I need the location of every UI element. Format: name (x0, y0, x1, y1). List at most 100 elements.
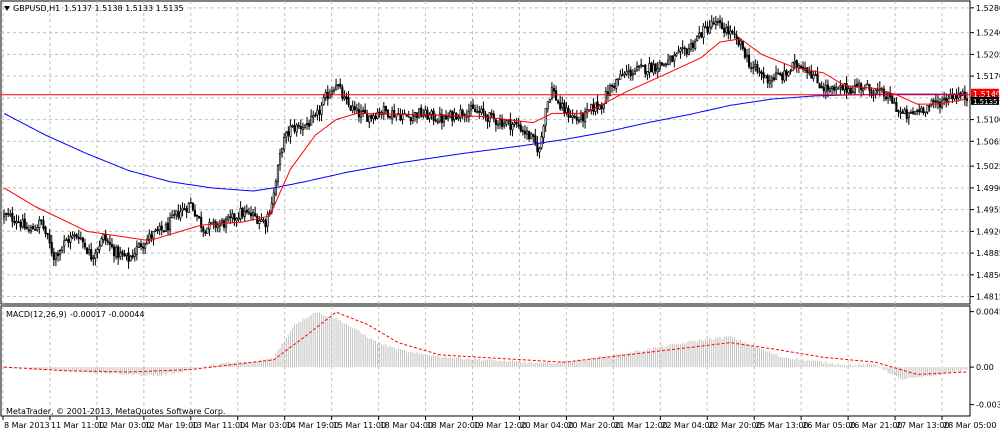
candle-body (299, 126, 302, 130)
x-tick-label: 11 Mar 11:00 (51, 421, 104, 430)
candle-body (662, 63, 666, 66)
candle-body (843, 83, 846, 90)
candle-body (480, 108, 483, 113)
x-tick-label: 15 Mar 11:00 (333, 421, 386, 430)
candle-body (48, 234, 51, 244)
candle-body (471, 104, 475, 109)
candle-body (168, 217, 172, 230)
candle-body (131, 255, 134, 258)
candle-body (102, 234, 105, 241)
candle-body (34, 229, 37, 231)
candle-body (955, 94, 958, 100)
candle-body (835, 86, 838, 91)
candle-body (515, 121, 518, 125)
candle-body (772, 77, 776, 80)
candle-body (382, 106, 385, 114)
candle-body (928, 105, 931, 108)
candle-body (233, 213, 236, 221)
horizontal-level-label: 1.5140 (973, 90, 1000, 99)
candle-body (752, 66, 755, 69)
candle-body (339, 83, 342, 88)
candle-body (241, 208, 244, 217)
candle-body (519, 124, 522, 132)
candle-body (187, 202, 190, 213)
candle-body (550, 87, 553, 99)
candle-body (658, 62, 661, 70)
candle-body (345, 96, 348, 100)
candle-body (768, 80, 771, 85)
candle-body (810, 71, 813, 79)
candle-body (629, 69, 632, 76)
candle-body (727, 26, 730, 34)
candle-body (513, 122, 516, 125)
candle-body (733, 33, 736, 36)
candle-body (862, 88, 865, 92)
macd-layer (3, 311, 968, 381)
candle-body (469, 105, 473, 111)
candle-body (247, 211, 250, 214)
candle-body (876, 89, 879, 92)
candle-body (133, 253, 136, 257)
candle-body (125, 253, 128, 256)
candle-body (349, 105, 352, 111)
candle-body (741, 41, 744, 49)
candle-body (679, 48, 682, 52)
candle-body (488, 112, 491, 122)
x-tick-label: 12 Mar 19:00 (145, 421, 198, 430)
candle-body (700, 32, 703, 38)
candle-body (729, 30, 732, 35)
candle-body (897, 110, 900, 112)
candle-body (388, 115, 392, 118)
macd-indicator-label: MACD(12,26,9) (6, 310, 67, 319)
candle-body (335, 85, 338, 91)
candle-body (926, 105, 929, 113)
candle-body (814, 74, 817, 77)
candle-body (571, 114, 574, 118)
candle-body (920, 107, 923, 113)
candle-body (857, 82, 861, 88)
candle-body (442, 115, 446, 123)
candle-body (687, 48, 690, 55)
grid (1, 1, 970, 416)
candle-body (851, 91, 854, 94)
moving-averages (3, 38, 968, 242)
candle-body (664, 63, 668, 66)
candle-body (320, 104, 323, 115)
candle-body (818, 83, 821, 88)
y-tick-label: 1.5240 (976, 29, 1000, 38)
candle-body (407, 115, 410, 118)
candle-body (943, 98, 946, 101)
candle-body (911, 111, 915, 114)
candle-body (305, 123, 309, 125)
candle-body (129, 256, 132, 262)
candle-body (418, 108, 421, 119)
candle-body (604, 91, 607, 104)
candle-body (596, 101, 599, 109)
candle-body (409, 117, 412, 122)
candle-body (774, 72, 778, 81)
candle-body (486, 115, 489, 122)
ma-slow-line (3, 93, 968, 192)
candle-body (498, 119, 502, 125)
chart-menu-arrow-icon[interactable] (4, 6, 10, 11)
candle-body (185, 208, 188, 213)
candle-body (652, 64, 655, 74)
candle-body (536, 142, 539, 153)
candle-body (85, 247, 89, 254)
candle-body (164, 223, 167, 233)
candle-body (83, 242, 87, 248)
candle-body (108, 241, 111, 245)
candle-body (173, 214, 176, 216)
candle-body (293, 125, 296, 132)
candle-body (882, 88, 886, 97)
candle-body (681, 47, 684, 49)
x-tick-label: 26 Mar 21:00 (849, 421, 902, 430)
candle-body (447, 116, 450, 119)
candle-body (795, 60, 798, 68)
candle-body (422, 114, 425, 117)
candle-body (530, 133, 533, 140)
candle-body (509, 119, 512, 130)
candle-body (841, 85, 844, 91)
candle-body (646, 71, 649, 76)
candle-body (32, 226, 35, 230)
